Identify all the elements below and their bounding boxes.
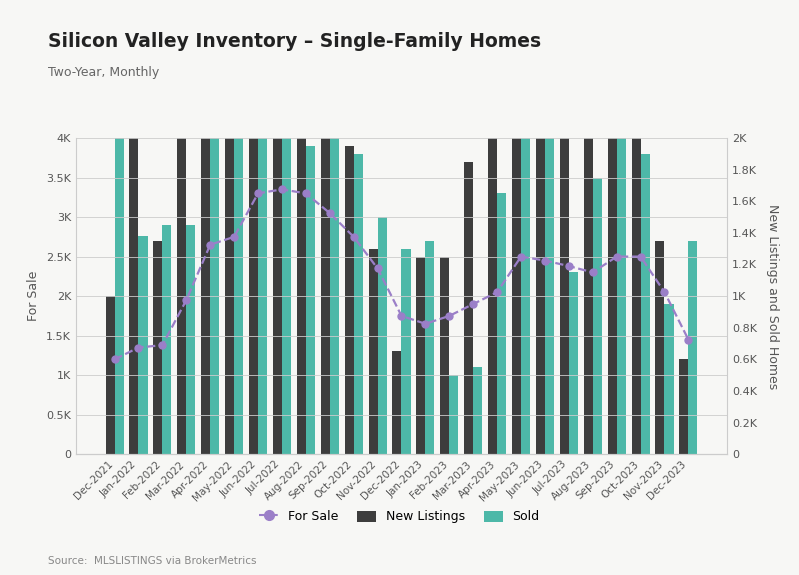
- Bar: [488, 106, 497, 454]
- Y-axis label: New Listings and Sold Homes: New Listings and Sold Homes: [766, 204, 779, 389]
- Text: Silicon Valley Inventory – Single-Family Homes: Silicon Valley Inventory – Single-Family…: [48, 32, 541, 51]
- For Sale: [660, 289, 670, 296]
- Bar: [258, 3, 267, 454]
- Bar: [162, 225, 172, 454]
- Bar: [440, 256, 449, 454]
- For Sale: [109, 356, 119, 363]
- Bar: [536, 130, 545, 454]
- Bar: [114, 106, 124, 454]
- Bar: [210, 43, 219, 454]
- Bar: [521, 90, 530, 454]
- Bar: [512, 12, 521, 454]
- Bar: [201, 0, 210, 454]
- Bar: [464, 162, 473, 454]
- For Sale: [444, 312, 454, 319]
- For Sale: [396, 312, 406, 319]
- For Sale: [277, 186, 287, 193]
- Bar: [655, 241, 665, 454]
- Bar: [607, 67, 617, 454]
- Bar: [273, 0, 282, 454]
- For Sale: [516, 253, 526, 260]
- For Sale: [492, 289, 502, 296]
- Bar: [392, 351, 402, 454]
- Y-axis label: For Sale: For Sale: [27, 271, 41, 321]
- Bar: [378, 217, 387, 454]
- For Sale: [588, 269, 598, 276]
- Bar: [306, 146, 315, 454]
- For Sale: [301, 190, 311, 197]
- Bar: [186, 225, 196, 454]
- Text: Source:  MLSLISTINGS via BrokerMetrics: Source: MLSLISTINGS via BrokerMetrics: [48, 557, 256, 566]
- Bar: [344, 146, 354, 454]
- For Sale: [540, 257, 550, 264]
- Text: Two-Year, Monthly: Two-Year, Monthly: [48, 66, 159, 79]
- Bar: [569, 273, 578, 454]
- For Sale: [684, 336, 694, 343]
- For Sale: [612, 253, 622, 260]
- Bar: [473, 367, 483, 454]
- Bar: [593, 178, 602, 454]
- For Sale: [349, 233, 359, 240]
- Bar: [234, 0, 243, 454]
- For Sale: [157, 342, 167, 348]
- Bar: [225, 0, 234, 454]
- Bar: [584, 130, 593, 454]
- Bar: [368, 248, 378, 454]
- For Sale: [420, 320, 430, 327]
- For Sale: [205, 242, 215, 248]
- Bar: [545, 106, 554, 454]
- For Sale: [181, 297, 191, 304]
- Bar: [296, 67, 306, 454]
- Bar: [177, 27, 186, 454]
- Bar: [665, 304, 674, 454]
- Bar: [249, 0, 258, 454]
- Bar: [449, 375, 459, 454]
- For Sale: [325, 210, 335, 217]
- Bar: [354, 154, 363, 454]
- Bar: [401, 248, 411, 454]
- Bar: [689, 241, 698, 454]
- Bar: [560, 138, 569, 454]
- For Sale: [373, 265, 383, 272]
- Bar: [282, 62, 291, 454]
- For Sale: [564, 263, 574, 270]
- For Sale: [636, 253, 646, 260]
- Legend: For Sale, New Listings, Sold: For Sale, New Listings, Sold: [253, 504, 546, 530]
- Bar: [425, 241, 435, 454]
- Bar: [631, 130, 641, 454]
- Bar: [138, 236, 148, 454]
- Bar: [105, 296, 114, 454]
- For Sale: [468, 301, 478, 308]
- For Sale: [229, 233, 239, 240]
- Bar: [129, 138, 138, 454]
- Bar: [497, 193, 507, 454]
- Bar: [679, 359, 689, 454]
- Bar: [153, 241, 162, 454]
- Bar: [641, 154, 650, 454]
- For Sale: [133, 344, 143, 351]
- Bar: [330, 90, 339, 454]
- Bar: [617, 138, 626, 454]
- For Sale: [253, 190, 263, 197]
- Bar: [320, 67, 330, 454]
- Line: For Sale: For Sale: [111, 186, 692, 363]
- Bar: [416, 256, 425, 454]
